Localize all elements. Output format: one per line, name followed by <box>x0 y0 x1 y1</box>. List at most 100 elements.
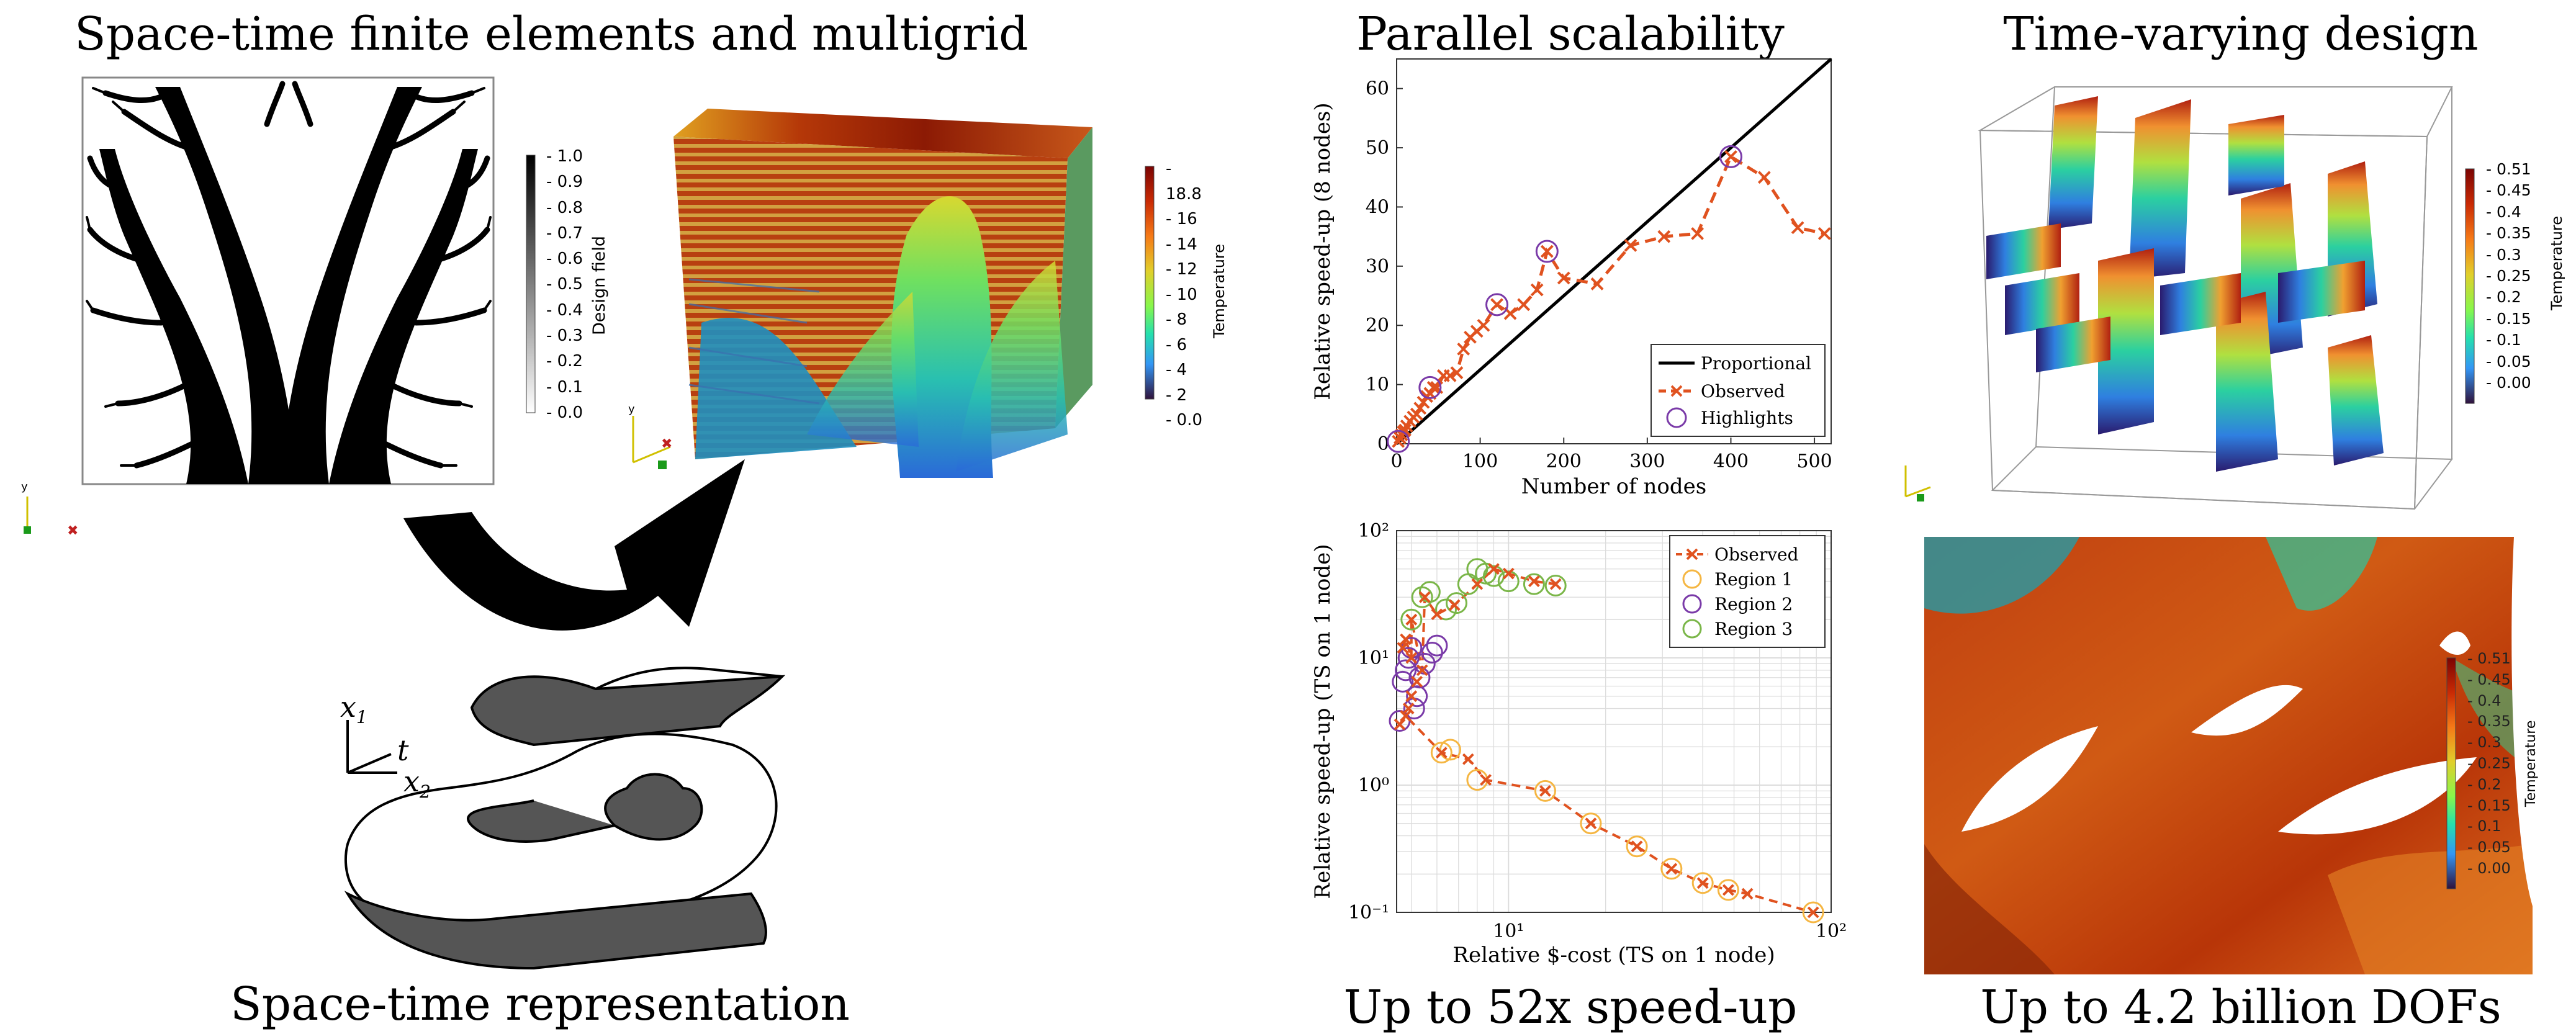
temperature-tick: - 0.45 <box>2486 181 2531 200</box>
legend-label: Region 1 <box>1714 569 1793 590</box>
legend-label: Observed <box>1701 381 1785 402</box>
region-marker <box>1523 573 1545 595</box>
temperature-tick: - 0.0 <box>1166 411 1202 429</box>
observed-marker <box>1670 385 1683 397</box>
series-proportional <box>1395 58 1832 445</box>
temperature-tick: - 0.25 <box>2486 267 2531 285</box>
design-colorbar-tick: - 1.0 <box>546 147 583 166</box>
y-axis-label: Relative speed-up (TS on 1 node) <box>1310 544 1335 899</box>
temperature-tick: - 6 <box>1166 335 1187 354</box>
temperature-tick: - 0.35 <box>2467 713 2511 731</box>
observed-marker <box>1457 342 1470 356</box>
highlight-marker <box>1387 429 1410 453</box>
x-tick-label: 300 <box>1629 451 1665 472</box>
y-tick-label: 10⁻¹ <box>1348 902 1389 924</box>
observed-marker <box>1502 567 1515 580</box>
left-panel: y ✖ y ✖ <box>21 76 1155 970</box>
temperature-tick: - 0.1 <box>2467 817 2502 835</box>
observed-marker <box>1400 710 1412 722</box>
observed-marker <box>1624 239 1637 252</box>
region-marker <box>1717 879 1739 901</box>
design-colorbar-tick: - 0.2 <box>546 352 583 371</box>
observed-marker <box>1791 221 1804 235</box>
observed-marker <box>1540 245 1554 258</box>
observed-marker <box>1402 703 1415 714</box>
x-tick-label: 200 <box>1546 451 1582 472</box>
region-marker <box>1397 647 1420 669</box>
temperature-tick: - 0.1 <box>2486 331 2521 349</box>
left-title: Space-time finite elements and multigrid <box>74 7 1029 61</box>
x-tick-label: 10¹ <box>1493 920 1524 942</box>
observed-marker <box>1696 877 1709 889</box>
observed-marker <box>1418 591 1431 603</box>
temperature-tick: - 0.15 <box>2467 796 2511 814</box>
region-marker <box>1497 570 1520 593</box>
observed-marker <box>1405 613 1418 626</box>
svg-text:y: y <box>628 403 635 416</box>
region-marker <box>1411 586 1433 608</box>
temperature-tick: - 0.05 <box>2486 352 2531 371</box>
observed-marker <box>1528 575 1540 587</box>
observed-marker <box>1450 366 1464 379</box>
observed-marker <box>1807 906 1819 919</box>
design-colorbar-tick: - 0.1 <box>546 377 583 397</box>
temperature-tick: - 14 <box>1166 235 1197 254</box>
observed-marker <box>1691 227 1705 240</box>
x2-label: x2 <box>403 765 431 802</box>
observed-marker <box>1631 840 1643 853</box>
region-marker <box>1580 812 1602 835</box>
design-field-image <box>81 76 495 485</box>
temperature-colorbar-left <box>1145 166 1155 400</box>
observed-marker <box>1426 380 1440 394</box>
chart-cost-speedup: 10¹ 10² 10⁻¹ 10⁰ 10¹ 10² Relative $-cost (TS o… <box>1310 520 1847 968</box>
observed-marker <box>1490 298 1503 312</box>
x-tick-label: 100 <box>1462 451 1498 472</box>
right-title: Time-varying design <box>2003 7 2479 61</box>
observed-marker <box>1435 747 1448 759</box>
temperature-tick: - 0.25 <box>2467 754 2511 772</box>
design-colorbar-tick: - 0.0 <box>546 403 583 422</box>
y-tick-label: 10¹ <box>1358 647 1389 669</box>
observed-marker <box>1416 664 1428 677</box>
observed-marker <box>1488 563 1500 575</box>
observed-marker <box>1405 652 1418 664</box>
observed-marker <box>1590 277 1604 290</box>
region-marker <box>1802 901 1824 924</box>
legend-swatch-region <box>1682 569 1702 589</box>
legend-label: Proportional <box>1701 353 1811 374</box>
observed-marker <box>1724 150 1737 163</box>
observed-marker <box>1549 578 1562 590</box>
x-axis-label: Relative $-cost (TS on 1 node) <box>1452 943 1775 968</box>
y-tick-label: 50 <box>1366 137 1389 159</box>
observed-marker <box>1530 283 1544 297</box>
observed-marker <box>1405 690 1418 703</box>
region-marker <box>1691 872 1714 894</box>
legend-box <box>1669 535 1826 648</box>
observed-marker <box>1722 884 1734 896</box>
observed-marker <box>1539 784 1551 797</box>
observed-marker <box>1471 578 1484 590</box>
temperature-tick: - 0.51 <box>2467 650 2511 667</box>
observed-marker <box>1757 171 1771 184</box>
design-colorbar-title: Design field <box>590 235 609 335</box>
observed-marker <box>1686 548 1698 560</box>
region-marker <box>1435 598 1457 621</box>
legend-label: Observed <box>1714 544 1799 565</box>
region-marker <box>1544 575 1567 597</box>
charts-panel: 0 100 200 300 400 500 0 10 20 30 40 50 60 Number of n… <box>1310 58 1847 968</box>
temperature-cube <box>673 109 1092 478</box>
legend-label: Highlights <box>1701 408 1793 428</box>
svg-text:✖: ✖ <box>67 523 78 539</box>
svg-text:y: y <box>21 480 28 493</box>
observed-marker <box>1400 633 1412 645</box>
y-tick-label: 10⁰ <box>1358 775 1389 796</box>
observed-marker <box>1657 230 1671 243</box>
observed-marker <box>1480 774 1492 786</box>
temperature-tick: - 18.8 <box>1166 160 1202 204</box>
y-tick-label: 20 <box>1366 315 1389 336</box>
highlight-marker <box>1418 375 1442 399</box>
region-marker <box>1482 565 1505 587</box>
region-marker <box>1395 659 1417 681</box>
temperature-tick: - 8 <box>1166 310 1187 329</box>
region-marker <box>1626 835 1648 858</box>
